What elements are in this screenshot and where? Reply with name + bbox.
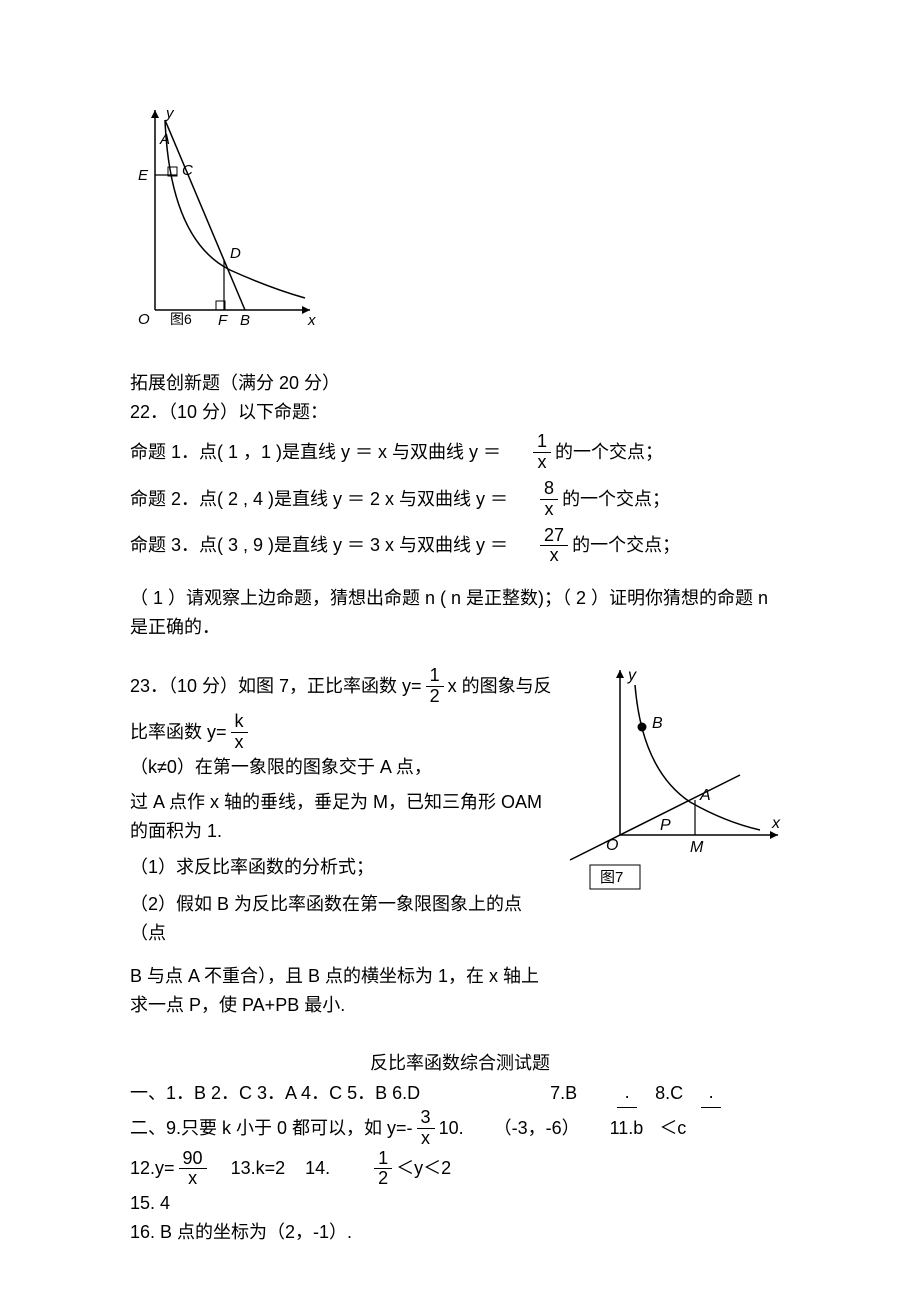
ans1-8: 8.C (655, 1079, 683, 1108)
q23-sub3: B 与点 A 不重合），且 B 点的横坐标为 1，在 x 轴上求一点 P，使 P… (130, 962, 552, 1020)
ans13: 13.k=2 (231, 1154, 286, 1183)
q23-sub1: （1）求反比率函数的分析式； (130, 853, 552, 882)
ans2-d: 11.b (610, 1114, 644, 1143)
svg-text:D: D (230, 245, 241, 262)
svg-text:O: O (606, 837, 618, 854)
svg-text:B: B (240, 312, 250, 329)
ans1-8-blank: . (701, 1078, 721, 1108)
svg-text:B: B (652, 715, 663, 732)
fig6-y-label: y (165, 105, 175, 122)
ans12a: 12.y= (130, 1154, 175, 1183)
svg-text:C: C (182, 162, 193, 179)
ans14a: 14. (305, 1154, 330, 1183)
svg-text:x: x (771, 815, 781, 832)
prop1-post: 的一个交点； (555, 438, 663, 467)
ans2-c: （-3，-6） (494, 1114, 580, 1143)
proposition-1: 命题 1．点( 1 ，1 )是直线 y ＝ x 与双曲线 y ＝ 1 x 的一个… (130, 432, 790, 473)
q23-frac2: k x (231, 712, 248, 753)
ans2-frac: 3 x (417, 1108, 435, 1149)
q23-line3: 过 A 点作 x 轴的垂线，垂足为 M，已知三角形 OAM 的面积为 1. (130, 788, 552, 846)
answers-row-2: 二、9.只要 k 小于 0 都可以，如 y=- 3 x 10. （-3，-6） … (130, 1108, 790, 1149)
svg-text:图7: 图7 (600, 869, 623, 886)
q23-line2a: 比率函数 y= (130, 718, 227, 747)
ans1-left: 一、1．B 2．C 3．A 4．C 5．B 6.D (130, 1079, 420, 1108)
q23-line1a: 23．（10 分）如图 7，正比率函数 y= (130, 672, 422, 701)
answers-title: 反比率函数综合测试题 (130, 1049, 790, 1078)
q23-sub2: （2）假如 B 为反比率函数在第一象限图象上的点（点 (130, 890, 552, 948)
ans2-b: 10. (439, 1114, 464, 1143)
svg-text:M: M (690, 839, 704, 856)
q23-text: 23．（10 分）如图 7，正比率函数 y= 1 2 x 的图象与反 比率函数 … (130, 660, 552, 1020)
answers-row-3: 12.y= 90 x 13.k=2 14. 1 2 ＜y＜2 (130, 1149, 790, 1190)
prop1-frac: 1 x (533, 432, 551, 473)
ans15: 15. 4 (130, 1189, 790, 1218)
svg-text:E: E (138, 167, 149, 184)
prop2-frac: 8 x (540, 479, 558, 520)
q23-line2b: （k≠0）在第一象限的图象交于 A 点， (130, 753, 432, 782)
prop1-pre: 命题 1．点( 1 ，1 )是直线 y ＝ x 与双曲线 y ＝ (130, 438, 501, 467)
svg-text:图6: 图6 (170, 311, 192, 327)
ans16: 16. B 点的坐标为（2，-1）. (130, 1218, 790, 1247)
ans1-7-blank: . (617, 1078, 637, 1108)
answers-row-1: 一、1．B 2．C 3．A 4．C 5．B 6.D 7.B . 8.C . (130, 1078, 790, 1108)
section-extend-title: 拓展创新题（满分 20 分） (130, 369, 790, 398)
prop3-post: 的一个交点； (572, 531, 680, 560)
svg-text:y: y (627, 667, 637, 684)
ans2-e: ＜c (659, 1114, 686, 1143)
ans12-frac: 90 x (179, 1149, 207, 1190)
prop3-frac: 27 x (540, 526, 568, 567)
q23-line1b: x 的图象与反 (448, 672, 552, 701)
proposition-2: 命题 2．点( 2 , 4 )是直线 y ＝ 2 x 与双曲线 y ＝ 8 x … (130, 479, 790, 520)
prop2-post: 的一个交点； (562, 485, 670, 514)
svg-text:A: A (699, 787, 711, 804)
ans1-7: 7.B (550, 1079, 577, 1108)
svg-text:F: F (218, 312, 228, 329)
svg-text:A: A (159, 131, 170, 148)
figure-6: y x O A E C D F B 图6 (130, 100, 790, 339)
svg-text:P: P (660, 817, 671, 834)
figure-7: y x O B A P M 图7 (560, 660, 790, 909)
ans14b: ＜y＜2 (396, 1154, 451, 1183)
ans14-frac: 1 2 (374, 1149, 392, 1190)
svg-text:x: x (307, 312, 316, 329)
prop2-pre: 命题 2．点( 2 , 4 )是直线 y ＝ 2 x 与双曲线 y ＝ (130, 485, 508, 514)
svg-text:O: O (138, 311, 150, 328)
ans2-a: 二、9.只要 k 小于 0 都可以，如 y=- (130, 1114, 413, 1143)
q22-head: 22．（10 分）以下命题： (130, 398, 790, 427)
q22-subquestions: （ 1 ）请观察上边命题，猜想出命题 n ( n 是正整数)；（ 2 ）证明你猜… (130, 584, 790, 642)
proposition-3: 命题 3．点( 3 , 9 )是直线 y ＝ 3 x 与双曲线 y ＝ 27 x… (130, 526, 790, 567)
prop3-pre: 命题 3．点( 3 , 9 )是直线 y ＝ 3 x 与双曲线 y ＝ (130, 531, 508, 560)
q23-frac1: 1 2 (426, 666, 444, 707)
